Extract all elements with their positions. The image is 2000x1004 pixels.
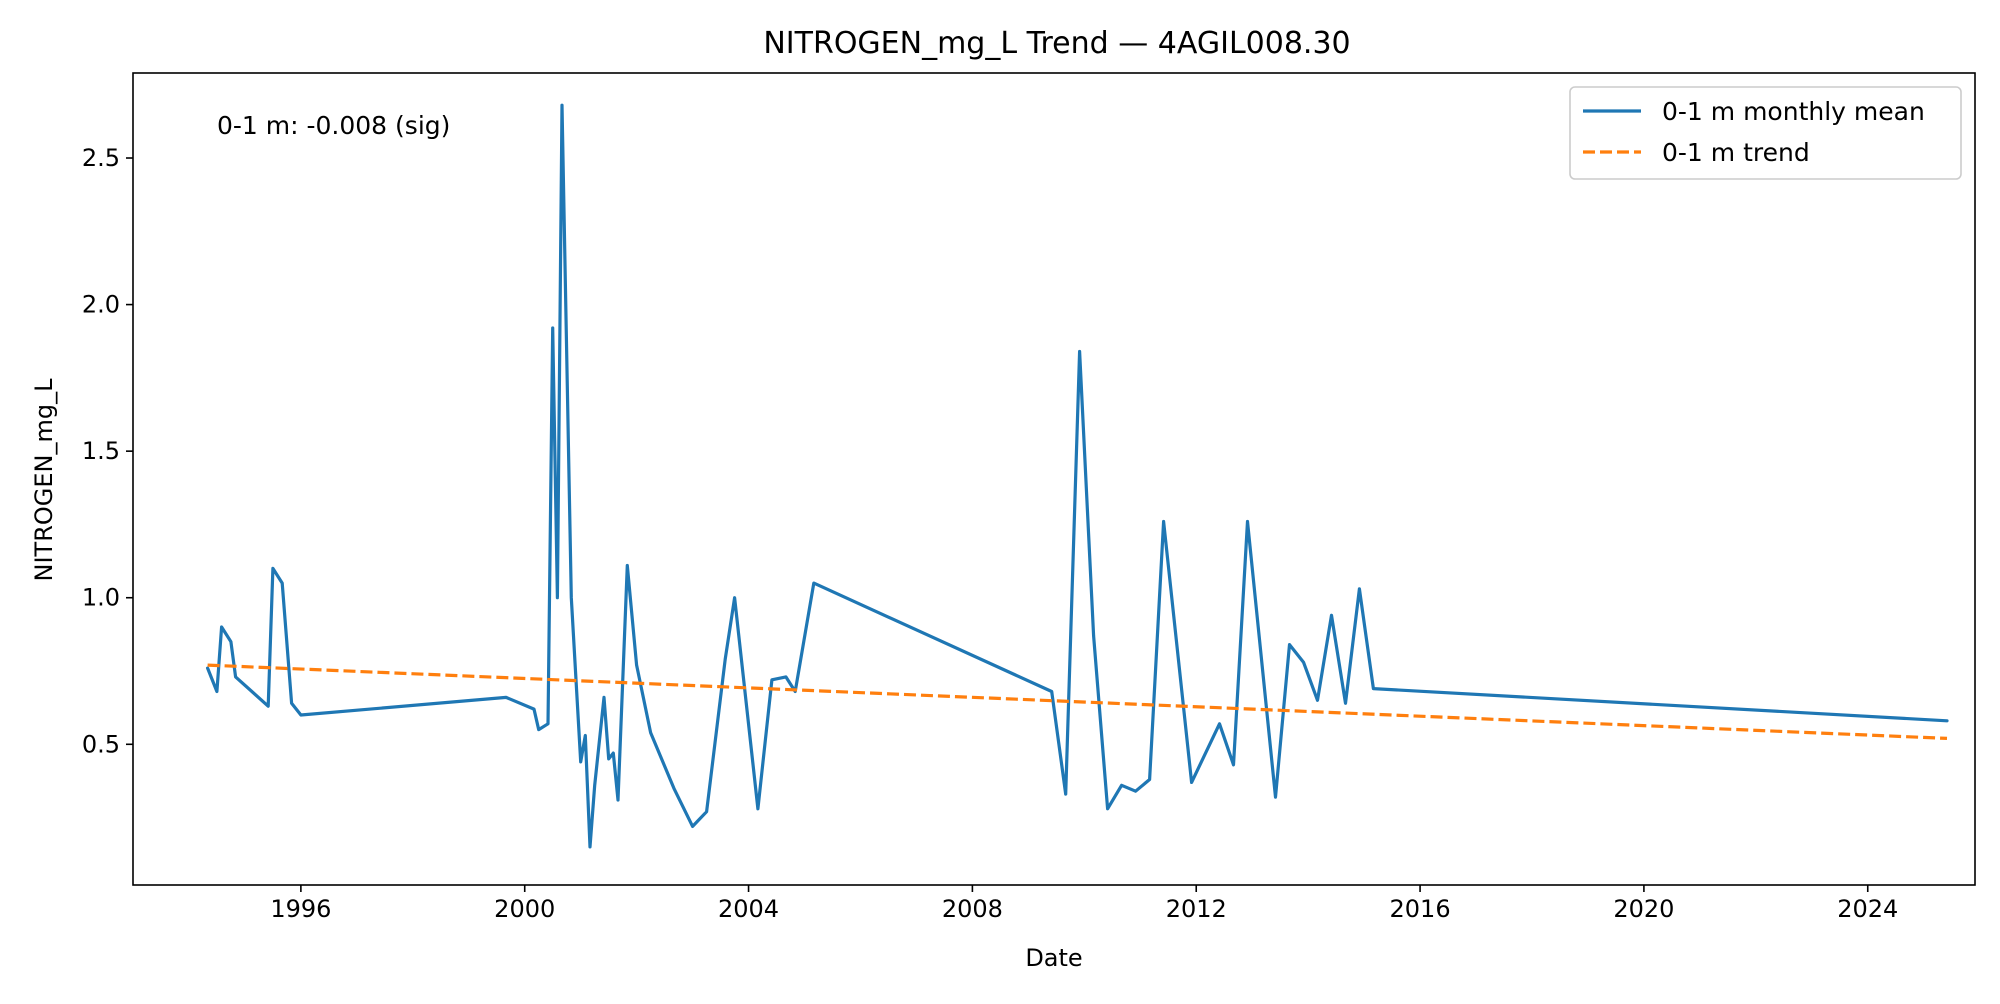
plot-area [132, 72, 1976, 886]
legend-label: 0-1 m trend [1662, 138, 1810, 167]
legend-box [1569, 86, 1962, 180]
y-axis-label: NITROGEN_mg_L [30, 378, 58, 582]
x-tick-label: 2024 [1837, 895, 1898, 923]
y-tick-label: 1.0 [82, 584, 120, 612]
monthly-mean-line [206, 103, 1949, 849]
x-axis: 1996 2000 2004 2008 2012 2016 2020 2024 [270, 885, 1898, 923]
y-tick-label: 2.5 [82, 144, 120, 172]
x-tick-label: 2000 [494, 895, 555, 923]
x-tick-label: 2004 [718, 895, 779, 923]
chart-title: NITROGEN_mg_L Trend — 4AGIL008.30 [763, 26, 1350, 61]
x-tick-label: 2008 [942, 895, 1003, 923]
x-tick-label: 2012 [1166, 895, 1227, 923]
y-tick-label: 1.5 [82, 437, 120, 465]
y-tick-label: 0.5 [82, 730, 120, 758]
y-axis: 0.5 1.0 1.5 2.0 2.5 [82, 144, 133, 758]
series-layer [206, 103, 1949, 849]
trend-annotation: 0-1 m: -0.008 (sig) [217, 111, 450, 140]
x-tick-label: 2020 [1613, 895, 1674, 923]
y-tick-label: 2.0 [82, 291, 120, 319]
x-tick-label: 2016 [1390, 895, 1451, 923]
x-tick-label: 1996 [270, 895, 331, 923]
legend-label: 0-1 m monthly mean [1662, 97, 1925, 126]
trend-line [207, 663, 1948, 740]
x-axis-label: Date [1025, 944, 1082, 972]
legend: 0-1 m monthly mean 0-1 m trend [1569, 86, 1962, 180]
